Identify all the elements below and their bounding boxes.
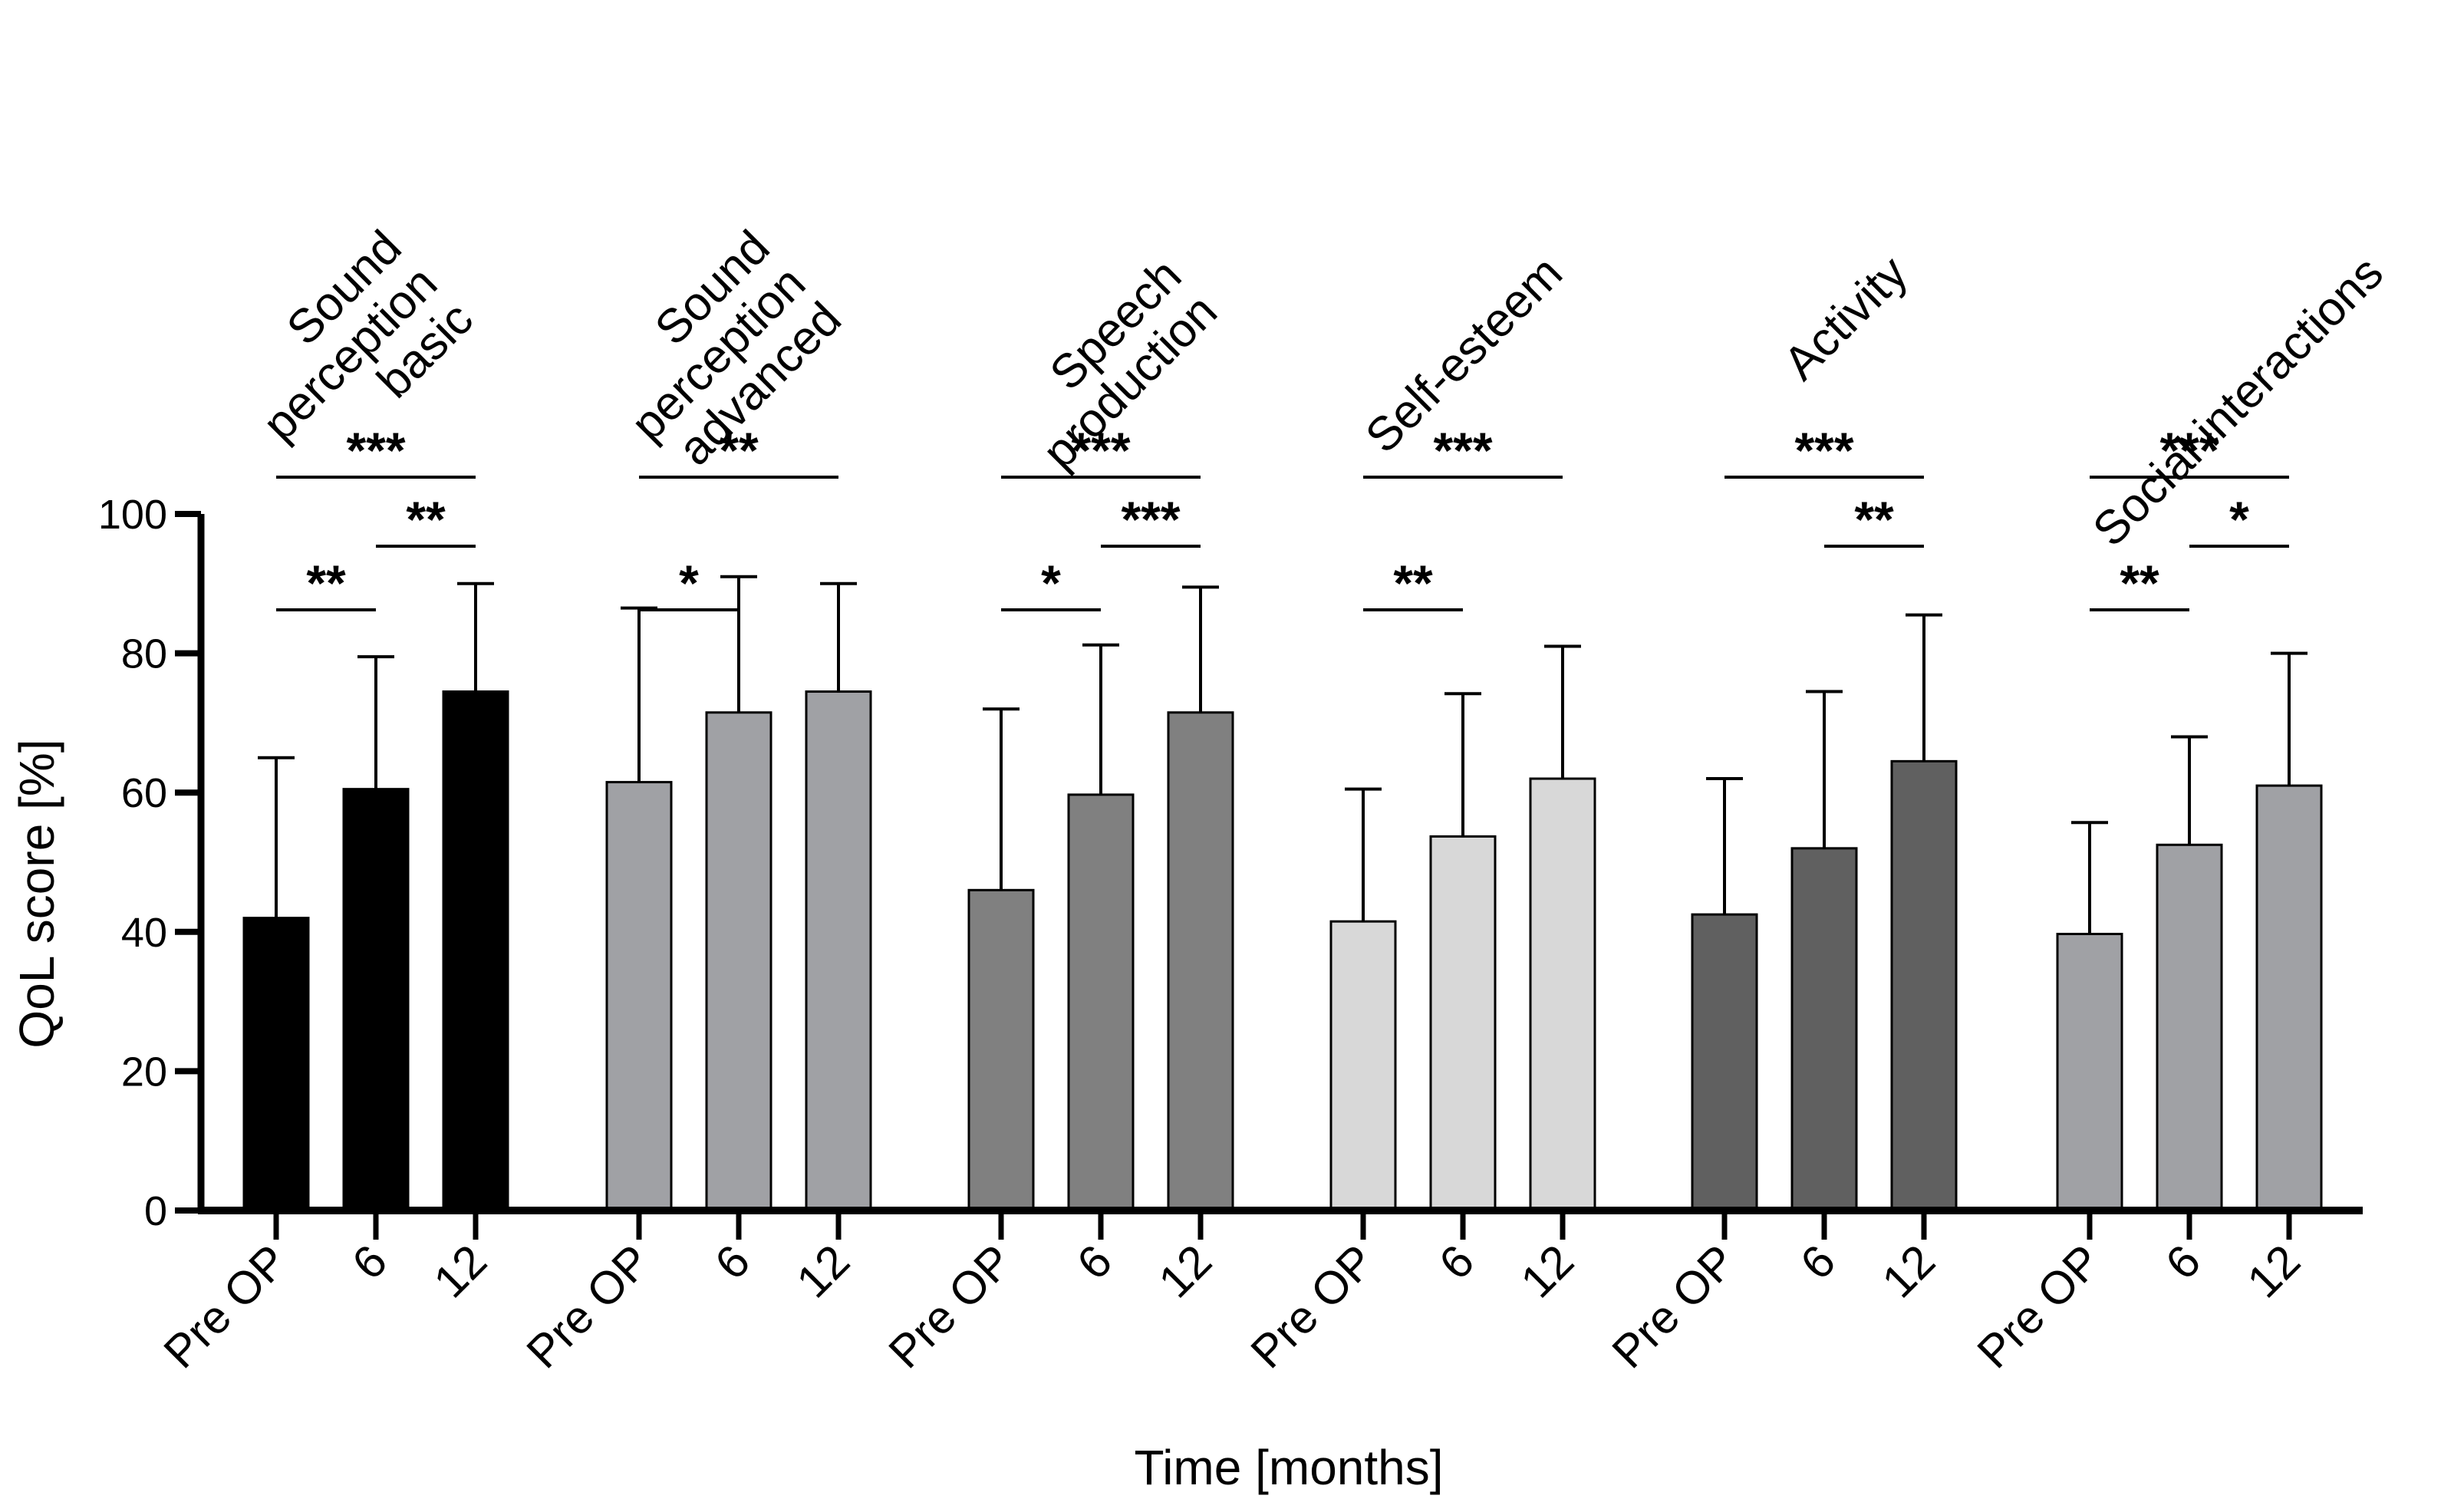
bar xyxy=(1790,847,1858,1212)
significance-label: ** xyxy=(719,422,759,479)
bar xyxy=(1167,711,1234,1212)
bar xyxy=(967,888,1035,1212)
bar xyxy=(1691,913,1758,1212)
bar xyxy=(442,690,509,1212)
y-tick-label: 60 xyxy=(121,770,167,816)
bar xyxy=(1429,835,1497,1212)
bar xyxy=(342,788,410,1212)
x-tick-label: 12 xyxy=(1149,1235,1222,1308)
bar xyxy=(705,711,772,1212)
significance-label: *** xyxy=(1121,491,1180,548)
x-tick-label: 6 xyxy=(342,1235,397,1290)
significance-label: ** xyxy=(406,491,446,548)
x-tick-label: 12 xyxy=(787,1235,860,1308)
x-tick-label: Pre OP xyxy=(1241,1235,1384,1378)
significance-label: *** xyxy=(1794,422,1853,479)
bar xyxy=(242,917,310,1212)
plot-area: 0 20 40 60 80 100 Pre OP 6 12 Pre OP 6 12 Pre OP 6 12 P… xyxy=(98,221,2393,1378)
significance-label: * xyxy=(679,555,699,611)
x-axis-title: Time [months] xyxy=(1134,1440,1443,1495)
x-tick-label: Pre OP xyxy=(879,1235,1022,1378)
bar xyxy=(1067,793,1135,1212)
group-label: Activity xyxy=(1774,246,1918,390)
significance-label: *** xyxy=(1433,422,1492,479)
x-tick-label: 6 xyxy=(1790,1235,1845,1290)
x-tick-label: 6 xyxy=(2156,1235,2210,1290)
bar xyxy=(1529,777,1596,1212)
x-tick-label: 12 xyxy=(424,1235,497,1308)
x-tick-label: 12 xyxy=(1873,1235,1945,1308)
x-tick-label: 6 xyxy=(705,1235,759,1290)
significance-label: *** xyxy=(346,422,405,479)
bar xyxy=(2255,784,2323,1212)
group-label-line: Activity xyxy=(1774,246,1918,390)
significance-label: *** xyxy=(1071,422,1130,479)
significance-label: * xyxy=(2229,491,2249,548)
x-tick-label: Pre OP xyxy=(1603,1235,1745,1378)
y-axis-title: QoL score [%] xyxy=(9,739,64,1048)
bar xyxy=(2056,933,2123,1212)
significance-label: ** xyxy=(2120,555,2159,611)
x-tick-label: 12 xyxy=(1511,1235,1584,1308)
x-tick-label: 12 xyxy=(2238,1235,2311,1308)
significance-label: * xyxy=(1041,555,1061,611)
x-tick-label: 6 xyxy=(1067,1235,1122,1290)
y-tick-label: 100 xyxy=(98,492,167,538)
x-tick-label: Pre OP xyxy=(1968,1235,2110,1378)
significance-label: *** xyxy=(2159,422,2219,479)
x-tick-label: Pre OP xyxy=(154,1235,297,1378)
significance-label: ** xyxy=(1393,555,1433,611)
significance-label: ** xyxy=(306,555,346,611)
y-tick-label: 80 xyxy=(121,631,167,677)
bar xyxy=(1890,759,1958,1212)
y-tick-label: 20 xyxy=(121,1049,167,1095)
x-tick-label: 6 xyxy=(1429,1235,1484,1290)
bar xyxy=(2156,843,2223,1212)
bar xyxy=(605,781,673,1212)
x-tick-label: Pre OP xyxy=(517,1235,660,1378)
bar xyxy=(805,690,872,1212)
bar xyxy=(1329,920,1397,1212)
y-tick-label: 0 xyxy=(144,1188,167,1234)
significance-label: ** xyxy=(1854,491,1894,548)
y-tick-label: 40 xyxy=(121,910,167,956)
